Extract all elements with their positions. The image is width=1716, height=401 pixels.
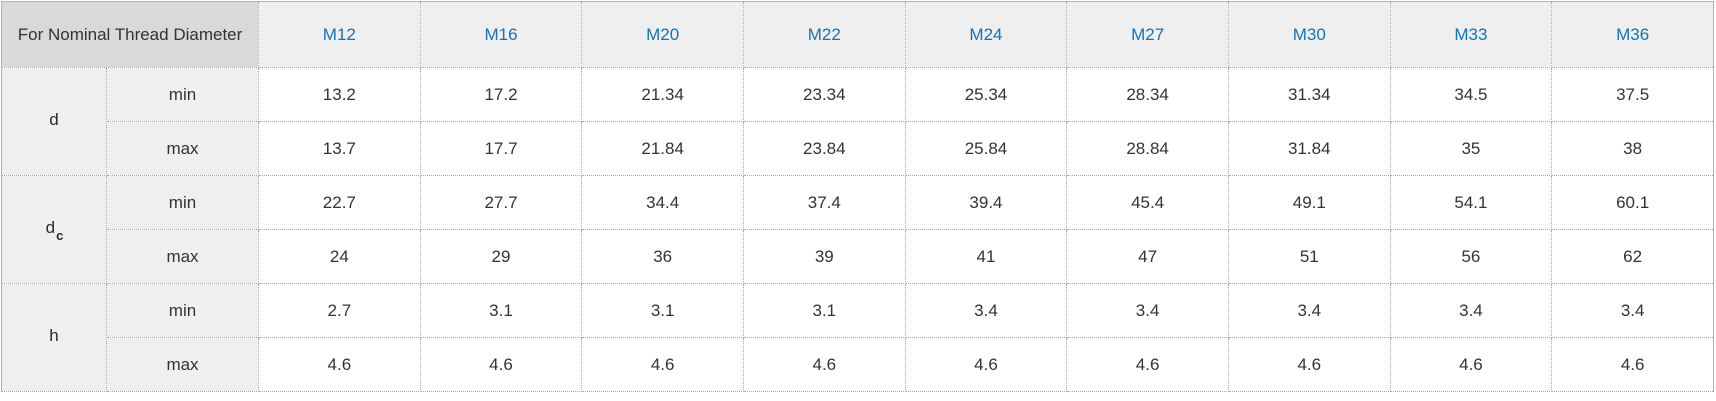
table-cell: 36 (581, 229, 744, 284)
header-row: For Nominal Thread Diameter M12 M16 M20 … (0, 1, 1714, 68)
table-cell: 13.2 (258, 67, 421, 122)
param-subscript: c (56, 227, 64, 243)
table-cell: 3.1 (419, 283, 583, 338)
table-cell: 3.1 (742, 283, 906, 338)
table-cell: 34.5 (1389, 67, 1553, 122)
table-cell: 39.4 (904, 175, 1068, 230)
table-cell: 39 (742, 229, 906, 284)
table-cell: 38 (1551, 121, 1714, 176)
column-header-m36: M36 (1551, 1, 1714, 68)
column-header-m24: M24 (904, 1, 1068, 68)
table-cell: 31.84 (1227, 121, 1391, 176)
table-cell: 4.6 (1227, 337, 1391, 392)
table-cell: 24 (258, 229, 421, 284)
table-row: d min 13.2 17.2 21.34 23.34 25.34 28.34 … (1, 67, 1714, 176)
table-cell: 47 (1066, 229, 1229, 284)
column-header-m16: M16 (419, 1, 583, 68)
table-cell: 17.2 (419, 67, 583, 122)
table-cell: 34.4 (581, 175, 744, 230)
table-cell: 29 (419, 229, 583, 284)
table-cell: 49.1 (1227, 175, 1391, 230)
row-group-label-h: h (1, 283, 107, 392)
table-cell: 23.34 (742, 67, 906, 122)
param-symbol: d (45, 218, 56, 238)
table-cell: 3.1 (581, 283, 744, 338)
table-cell: 25.34 (904, 67, 1068, 122)
table-cell: 4.6 (1551, 337, 1714, 392)
table-cell: 51 (1227, 229, 1391, 284)
limit-label: max (105, 121, 260, 176)
table-cell: 4.6 (742, 337, 906, 392)
table-cell: 31.34 (1227, 67, 1391, 122)
row-group-label-d: d (1, 67, 107, 176)
table-row: h min 2.7 3.1 3.1 3.1 3.4 3.4 3.4 3.4 3.… (1, 283, 1714, 392)
table-cell: 4.6 (904, 337, 1068, 392)
table-cell: 4.6 (258, 337, 421, 392)
table-cell: 62 (1551, 229, 1714, 284)
column-header-m27: M27 (1066, 1, 1229, 68)
table-cell: 21.84 (581, 121, 744, 176)
table-cell: 17.7 (419, 121, 583, 176)
column-header-m20: M20 (581, 1, 744, 68)
table-cell: 37.4 (742, 175, 906, 230)
table-cell: 3.4 (1551, 283, 1714, 338)
table-cell: 4.6 (1389, 337, 1553, 392)
column-header-m33: M33 (1389, 1, 1553, 68)
table-cell: 13.7 (258, 121, 421, 176)
table-cell: 37.5 (1551, 67, 1714, 122)
table-cell: 3.4 (1389, 283, 1553, 338)
table-cell: 4.6 (419, 337, 583, 392)
table-cell: 3.4 (1066, 283, 1229, 338)
limit-label: max (105, 337, 260, 392)
table-cell: 23.84 (742, 121, 906, 176)
table-cell: 35 (1389, 121, 1553, 176)
limit-label: max (105, 229, 260, 284)
table-cell: 54.1 (1389, 175, 1553, 230)
table-cell: 4.6 (1066, 337, 1229, 392)
table-cell: 28.34 (1066, 67, 1229, 122)
table-row: max 13.7 17.7 21.84 23.84 25.84 28.84 31… (2, 121, 1714, 176)
limit-label: min (105, 283, 260, 338)
table-cell: 27.7 (419, 175, 583, 230)
param-symbol: h (49, 326, 59, 346)
column-header-m12: M12 (258, 1, 421, 68)
limit-label: min (105, 175, 260, 230)
limit-label: min (105, 67, 260, 122)
table-row: max 4.6 4.6 4.6 4.6 4.6 4.6 4.6 4.6 4.6 (2, 337, 1714, 392)
column-header-m22: M22 (742, 1, 906, 68)
table-cell: 21.34 (581, 67, 744, 122)
column-header-m30: M30 (1227, 1, 1391, 68)
table-cell: 3.4 (904, 283, 1068, 338)
table-cell: 41 (904, 229, 1068, 284)
table-cell: 4.6 (581, 337, 744, 392)
table-cell: 2.7 (258, 283, 421, 338)
row-group-label-dc: dc (1, 175, 107, 284)
table-cell: 3.4 (1227, 283, 1391, 338)
corner-header: For Nominal Thread Diameter (0, 1, 260, 68)
table-cell: 56 (1389, 229, 1553, 284)
table-row: max 24 29 36 39 41 47 51 56 62 (2, 229, 1714, 284)
table-cell: 28.84 (1066, 121, 1229, 176)
table-cell: 45.4 (1066, 175, 1229, 230)
table-cell: 25.84 (904, 121, 1068, 176)
table-cell: 60.1 (1551, 175, 1714, 230)
table-cell: 22.7 (258, 175, 421, 230)
thread-dimension-table: For Nominal Thread Diameter M12 M16 M20 … (0, 1, 1714, 392)
table-row: dc min 22.7 27.7 34.4 37.4 39.4 45.4 49.… (1, 175, 1714, 284)
param-symbol: d (49, 110, 59, 130)
